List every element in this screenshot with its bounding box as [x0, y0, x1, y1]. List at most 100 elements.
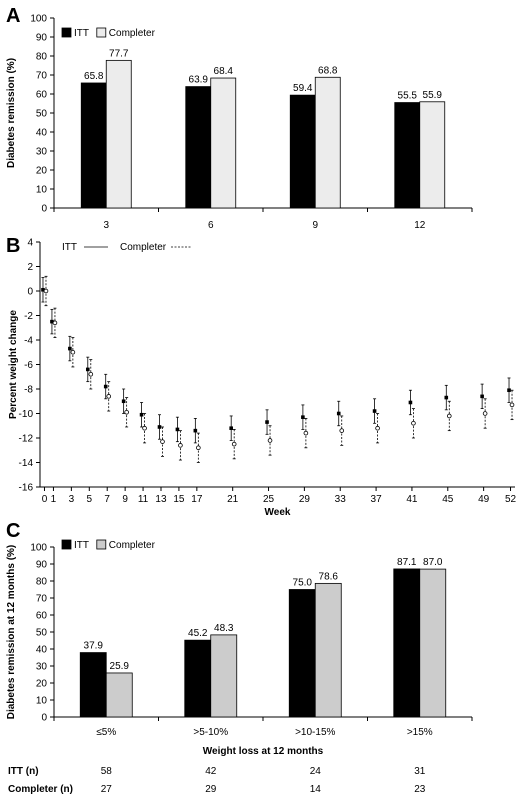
bar-value-label: 68.8 [318, 65, 338, 76]
y-tick-label: -6 [24, 360, 33, 371]
data-point-completer [106, 394, 112, 399]
legend-swatch [61, 27, 72, 38]
data-point-completer [411, 420, 416, 426]
bar-value-label: 48.3 [214, 623, 234, 634]
data-point-completer [178, 443, 183, 448]
legend-swatch [96, 539, 107, 550]
x-tick-label: 45 [442, 494, 454, 505]
x-tick-label: 3 [69, 494, 75, 505]
data-point-completer [52, 320, 58, 326]
y-tick-label: 4 [27, 238, 33, 249]
table-cell: 58 [101, 766, 113, 777]
panel-b-chart: 4 2 0 -2 -4 -6 -8 -10 -12 -14 -16 Percent weight ch… [8, 238, 517, 519]
x-tick-label: 41 [406, 494, 418, 505]
x-tick-label: 49 [478, 494, 490, 505]
y-tick-label: 70 [36, 71, 48, 82]
y-tick-label: 40 [36, 128, 48, 139]
bar-completer [105, 672, 133, 718]
y-tick-label: 2 [27, 262, 33, 273]
y-tick-label: -14 [19, 458, 34, 469]
panel-a-chart: 0 10 20 30 40 50 60 70 80 90 100 Diabetes remission… [6, 14, 473, 231]
table-row-label: Completer (n) [8, 784, 73, 795]
data-point-itt [336, 411, 341, 416]
bar-value-label: 63.9 [189, 75, 209, 86]
y-tick-label: 100 [30, 14, 47, 25]
x-axis-label: Week [265, 507, 291, 518]
x-tick-label: >15% [407, 727, 433, 738]
data-point-completer [196, 445, 201, 451]
x-tick-label: 9 [312, 220, 318, 231]
legend-label: ITT [74, 28, 89, 39]
x-tick-label: 11 [138, 494, 149, 505]
table-cell: 31 [414, 766, 426, 777]
y-tick-label: 80 [36, 52, 48, 63]
y-tick-label: -2 [24, 311, 33, 322]
y-tick-label: 0 [41, 713, 47, 724]
data-point-itt [507, 388, 511, 393]
panel-c-letter: C [6, 520, 20, 542]
y-tick-label: 100 [30, 543, 47, 554]
data-point-completer [160, 439, 165, 444]
x-tick-label: 33 [335, 494, 347, 505]
y-tick-label: -8 [24, 385, 33, 396]
bar-value-label: 25.9 [110, 661, 130, 672]
y-tick-label: 10 [36, 185, 48, 196]
bar-value-label: 75.0 [293, 578, 313, 589]
panel-c-chart: 0 10 20 30 40 50 60 70 80 90 100 Diabetes remission… [6, 539, 473, 795]
data-point-itt [103, 384, 108, 389]
x-tick-label: 12 [414, 220, 426, 231]
bar-value-label: 77.7 [109, 48, 129, 59]
x-tick-label: >10-15% [295, 727, 335, 738]
bar-value-label: 59.4 [293, 83, 313, 94]
bar-itt [79, 652, 107, 718]
x-tick-label: 17 [191, 494, 203, 505]
bar-value-label: 45.2 [188, 628, 208, 639]
y-tick-label: 20 [36, 166, 48, 177]
data-point-completer [124, 409, 129, 415]
y-tick-label: -10 [19, 409, 34, 420]
y-tick-label: 50 [36, 628, 48, 639]
bar-itt [289, 94, 316, 209]
data-point-itt [301, 415, 305, 419]
y-tick-label: -12 [19, 434, 34, 445]
data-point-completer [267, 438, 273, 443]
y-tick-label: 60 [36, 90, 48, 101]
x-tick-label: 6 [208, 220, 214, 231]
data-point-itt [480, 394, 484, 399]
table-cell: 24 [310, 766, 322, 777]
bar-value-label: 87.0 [423, 557, 443, 568]
legend-label: Completer [109, 540, 156, 551]
data-point-itt [68, 346, 72, 351]
data-point-completer [88, 371, 94, 377]
bar-completer [314, 76, 341, 209]
data-point-completer [446, 413, 452, 419]
y-tick-label: 90 [36, 33, 48, 44]
bar-itt [288, 589, 316, 718]
table-row-label: ITT (n) [8, 766, 39, 777]
bar-value-label: 78.6 [319, 571, 339, 582]
y-tick-label: 80 [36, 577, 48, 588]
x-tick-label: 15 [173, 494, 185, 505]
y-tick-label: 90 [36, 560, 48, 571]
panel-b-letter: B [6, 235, 20, 257]
y-axis-label: Diabetes remission (%) [6, 58, 17, 168]
data-point-completer [339, 428, 345, 433]
x-tick-label: >5-10% [193, 727, 228, 738]
data-point-itt [408, 400, 413, 405]
x-tick-label: 1 [51, 494, 57, 505]
y-tick-label: 0 [27, 287, 33, 298]
legend-label: Completer [109, 28, 156, 39]
bar-value-label: 65.8 [84, 71, 104, 82]
y-tick-label: 0 [41, 204, 47, 215]
data-point-completer [70, 349, 76, 355]
bar-value-label: 55.5 [398, 91, 418, 102]
x-tick-label: 25 [263, 494, 275, 505]
data-point-completer [509, 402, 515, 408]
bar-completer [419, 568, 447, 718]
data-point-completer [482, 411, 488, 416]
y-tick-label: -4 [24, 336, 33, 347]
y-tick-label: 30 [36, 147, 48, 158]
x-tick-label: 29 [299, 494, 311, 505]
legend-swatch [96, 27, 107, 38]
y-axis-label: Percent weight change [8, 310, 19, 419]
